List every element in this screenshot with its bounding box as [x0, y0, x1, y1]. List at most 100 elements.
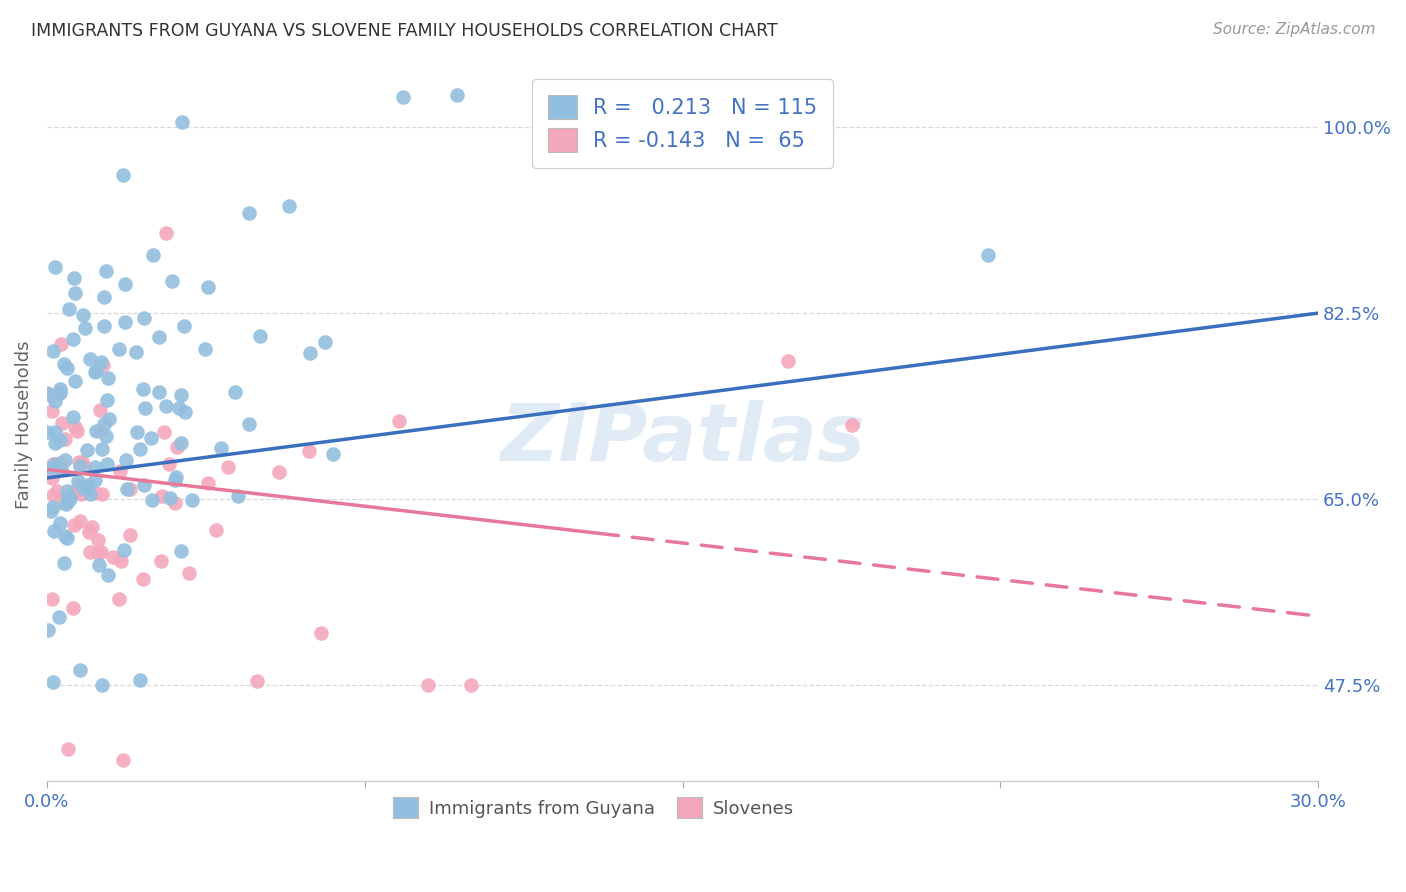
Point	[141, 492, 163, 507]
Point	[79, 352, 101, 367]
Point	[179, 566, 201, 581]
Point	[298, 444, 321, 458]
Point	[132, 382, 155, 396]
Point	[125, 344, 148, 359]
Point	[322, 447, 344, 461]
Point	[70, 455, 93, 469]
Text: Source: ZipAtlas.com: Source: ZipAtlas.com	[1212, 22, 1375, 37]
Point	[76, 480, 98, 494]
Point	[112, 542, 135, 557]
Point	[149, 554, 172, 568]
Point	[66, 424, 89, 438]
Point	[69, 514, 91, 528]
Point	[127, 425, 149, 440]
Point	[96, 263, 118, 277]
Point	[49, 384, 72, 399]
Point	[48, 610, 70, 624]
Point	[226, 489, 249, 503]
Point	[139, 431, 162, 445]
Point	[48, 386, 70, 401]
Point	[46, 483, 69, 498]
Point	[150, 489, 173, 503]
Point	[159, 491, 181, 505]
Point	[84, 424, 107, 438]
Point	[84, 364, 107, 378]
Point	[44, 260, 66, 274]
Point	[97, 370, 120, 384]
Point	[51, 337, 73, 351]
Point	[41, 470, 63, 484]
Point	[115, 453, 138, 467]
Point	[39, 504, 62, 518]
Point	[93, 290, 115, 304]
Point	[132, 477, 155, 491]
Point	[42, 500, 65, 514]
Point	[76, 482, 98, 496]
Point	[418, 678, 440, 692]
Point	[56, 484, 79, 499]
Point	[110, 554, 132, 568]
Point	[70, 486, 93, 500]
Point	[114, 315, 136, 329]
Point	[82, 520, 104, 534]
Point	[388, 414, 411, 428]
Point	[224, 385, 246, 400]
Point	[53, 432, 76, 446]
Point	[97, 567, 120, 582]
Point	[87, 546, 110, 560]
Point	[162, 274, 184, 288]
Point	[110, 464, 132, 478]
Point	[277, 199, 299, 213]
Point	[37, 623, 59, 637]
Point	[112, 168, 135, 182]
Point	[155, 399, 177, 413]
Point	[79, 487, 101, 501]
Point	[96, 429, 118, 443]
Point	[155, 227, 177, 241]
Point	[44, 457, 66, 471]
Point	[173, 319, 195, 334]
Point	[49, 462, 72, 476]
Point	[66, 479, 89, 493]
Point	[976, 247, 998, 261]
Point	[460, 678, 482, 692]
Text: ZIPatlas: ZIPatlas	[501, 400, 865, 478]
Point	[91, 678, 114, 692]
Point	[167, 401, 190, 416]
Point	[112, 753, 135, 767]
Point	[53, 452, 76, 467]
Point	[41, 403, 63, 417]
Point	[163, 496, 186, 510]
Point	[42, 457, 65, 471]
Point	[238, 206, 260, 220]
Point	[49, 516, 72, 530]
Point	[63, 420, 86, 434]
Text: IMMIGRANTS FROM GUYANA VS SLOVENE FAMILY HOUSEHOLDS CORRELATION CHART: IMMIGRANTS FROM GUYANA VS SLOVENE FAMILY…	[31, 22, 778, 40]
Point	[91, 359, 114, 373]
Point	[197, 476, 219, 491]
Point	[44, 425, 66, 440]
Point	[163, 473, 186, 487]
Point	[118, 482, 141, 496]
Point	[89, 424, 111, 438]
Point	[93, 318, 115, 333]
Point	[392, 90, 415, 104]
Point	[89, 402, 111, 417]
Point	[101, 549, 124, 564]
Point	[238, 417, 260, 431]
Point	[75, 321, 97, 335]
Point	[41, 592, 63, 607]
Point	[44, 524, 66, 538]
Point	[170, 388, 193, 402]
Point	[62, 409, 84, 424]
Point	[51, 416, 73, 430]
Point	[87, 533, 110, 547]
Point	[63, 374, 86, 388]
Point	[115, 483, 138, 497]
Point	[72, 481, 94, 495]
Point	[153, 425, 176, 439]
Point	[53, 496, 76, 510]
Point	[166, 441, 188, 455]
Point	[73, 458, 96, 473]
Point	[204, 524, 226, 538]
